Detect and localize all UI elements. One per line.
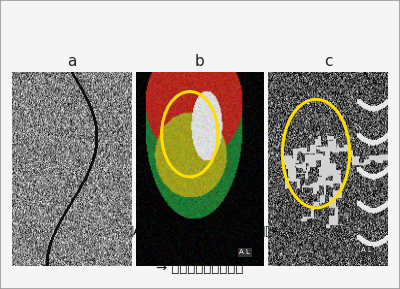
Text: A L: A L	[361, 247, 372, 253]
Text: → 拡張術のターゲット: → 拡張術のターゲット	[156, 262, 244, 275]
Text: A L: A L	[239, 249, 250, 255]
Text: a: a	[67, 54, 77, 69]
Text: c: c	[324, 54, 332, 69]
Text: 右A⁸末梢の閉塞，およびS⁸の灌流低下: 右A⁸末梢の閉塞，およびS⁸の灌流低下	[126, 225, 274, 238]
Text: b: b	[195, 54, 205, 69]
